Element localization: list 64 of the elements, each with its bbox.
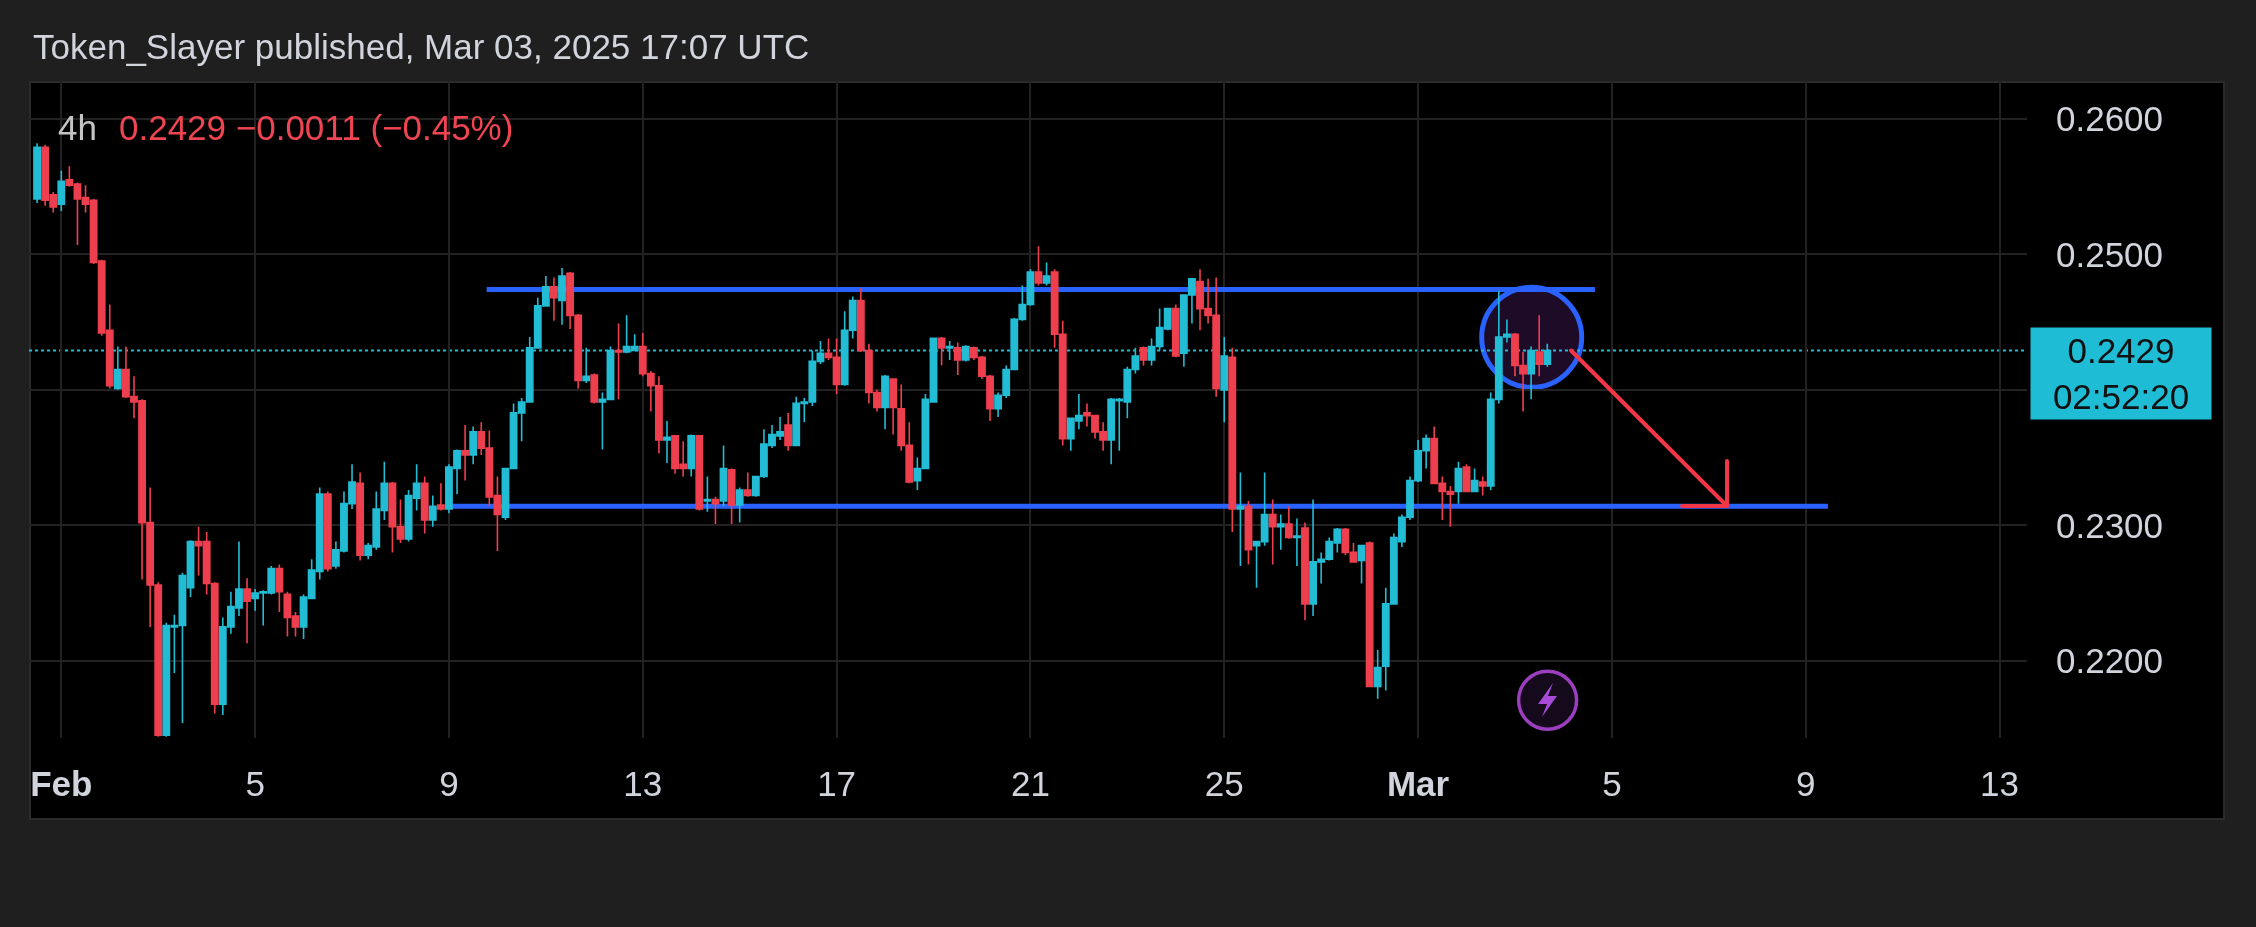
candlestick — [1535, 314, 1544, 378]
y-tick-label: 0.2200 — [2056, 641, 2164, 681]
x-tick-label: Feb — [30, 764, 93, 803]
candlestick — [1478, 475, 1487, 497]
candlestick — [1470, 467, 1479, 493]
candlestick — [1293, 517, 1301, 567]
candlestick — [1284, 505, 1293, 540]
x-tick-label: 21 — [1010, 764, 1050, 803]
candlestick — [881, 374, 889, 430]
candlestick — [743, 471, 752, 498]
candlestick — [727, 467, 736, 525]
x-tick-label: 5 — [1602, 764, 1622, 803]
candlestick — [961, 344, 970, 363]
candlestick — [461, 424, 470, 482]
candlestick — [558, 267, 566, 326]
y-tick-label: 0.2300 — [2056, 505, 2164, 545]
candlestick — [695, 435, 704, 512]
candlestick — [937, 336, 946, 367]
candlestick — [1236, 471, 1245, 567]
y-tick-label: 0.2500 — [2056, 234, 2164, 274]
x-tick-label: 5 — [245, 764, 265, 803]
candlestick — [687, 433, 696, 478]
candlestick — [1042, 261, 1051, 287]
candlestick — [57, 169, 66, 212]
candlestick — [784, 412, 793, 452]
candlestick — [428, 494, 437, 528]
text: Token_Slayer published, Mar 03, 2025 17:07 UTC — [33, 27, 810, 66]
y-tick-label: 0.2600 — [2056, 99, 2164, 139]
candlestick — [614, 322, 623, 401]
x-tick-label: Mar — [1386, 764, 1450, 803]
x-tick-label: 9 — [439, 764, 459, 803]
x-tick-label: 25 — [1204, 764, 1244, 803]
x-tick-label: 13 — [1980, 764, 2020, 803]
candlestick — [663, 420, 671, 464]
candlestick — [420, 475, 429, 535]
candlestick — [953, 341, 962, 376]
candlestick — [1171, 303, 1180, 359]
candlestick — [719, 444, 728, 508]
candlestick — [735, 486, 744, 524]
candlestick — [1228, 347, 1237, 533]
x-tick-label: 17 — [817, 764, 857, 803]
ref-line-label: 0.2429 02:52:20 — [2052, 331, 2190, 416]
candlestick — [590, 372, 599, 405]
x-tick-label: 9 — [1795, 764, 1816, 803]
text: 4h — [58, 108, 97, 147]
candlestick — [550, 276, 558, 322]
candlestick — [1365, 540, 1374, 688]
candlestick — [323, 490, 332, 573]
candlestick — [275, 563, 284, 613]
candlestick — [469, 425, 478, 466]
candlestick — [1276, 513, 1285, 551]
candlestick — [356, 471, 365, 562]
candlestick — [243, 577, 251, 644]
candlestick — [1301, 521, 1309, 621]
x-tick-label: 13 — [623, 764, 663, 803]
candlestick — [1268, 498, 1277, 566]
candlestick — [889, 378, 898, 436]
candlestick — [436, 482, 445, 512]
candlestick — [1034, 245, 1043, 287]
candlestick — [703, 475, 712, 513]
text: 0.2429 −0.0011 (−0.45%) — [119, 108, 514, 147]
candlestick — [1373, 649, 1382, 700]
candlestick — [33, 142, 41, 204]
candlestick — [1244, 500, 1253, 566]
